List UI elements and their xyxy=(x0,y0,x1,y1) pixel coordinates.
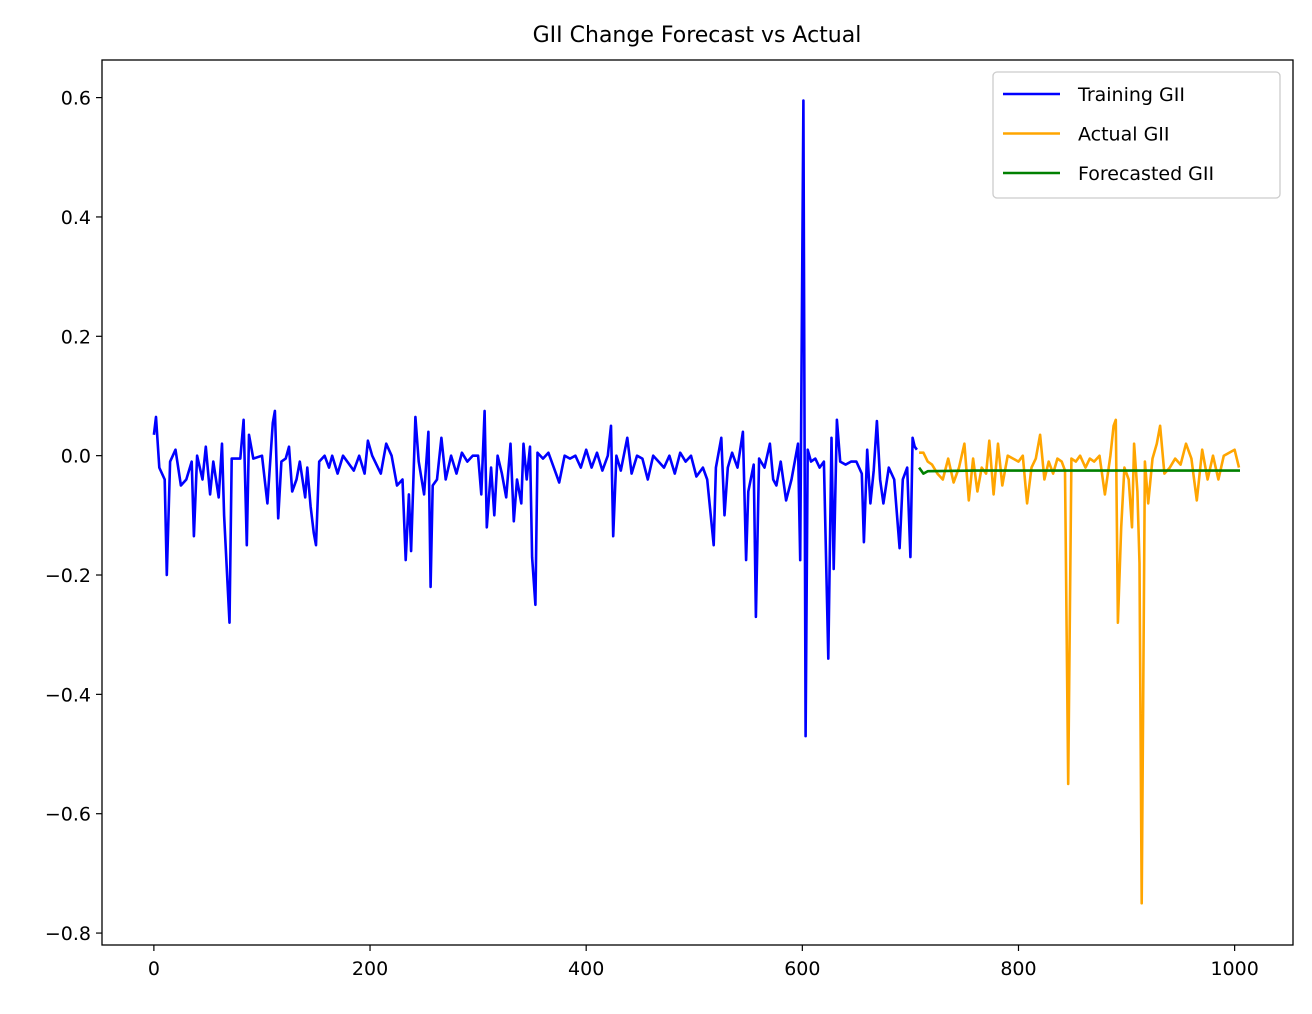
series-line-training-gii xyxy=(152,99,918,738)
y-tick-label: −0.6 xyxy=(45,804,91,826)
legend: Training GII Actual GII Forecasted GII xyxy=(992,71,1281,199)
x-tick-label: 200 xyxy=(352,958,388,980)
x-tick-label: 600 xyxy=(784,958,820,980)
y-tick-label: −0.2 xyxy=(45,565,91,587)
x-tick-label: 1000 xyxy=(1210,958,1258,980)
plot-frame xyxy=(101,59,1294,946)
y-tick-label: 0.6 xyxy=(61,88,91,110)
y-tick-label: −0.8 xyxy=(45,923,91,945)
y-tick-label: −0.4 xyxy=(45,684,91,706)
legend-label: Training GII xyxy=(1077,84,1185,106)
chart-title: GII Change Forecast vs Actual xyxy=(533,23,862,48)
legend-label: Forecasted GII xyxy=(1078,163,1214,185)
series-line-actual-gii xyxy=(919,418,1241,905)
x-tick-label: 0 xyxy=(148,958,160,980)
y-tick-label: 0.2 xyxy=(61,326,91,348)
x-tick-label: 800 xyxy=(1000,958,1036,980)
y-tick-label: 0.0 xyxy=(61,446,91,468)
legend-label: Actual GII xyxy=(1078,124,1170,146)
legend-box xyxy=(992,71,1281,199)
y-tick-label: 0.4 xyxy=(61,207,91,229)
series-line-forecasted-gii xyxy=(918,466,1240,475)
x-tick-label: 400 xyxy=(568,958,604,980)
